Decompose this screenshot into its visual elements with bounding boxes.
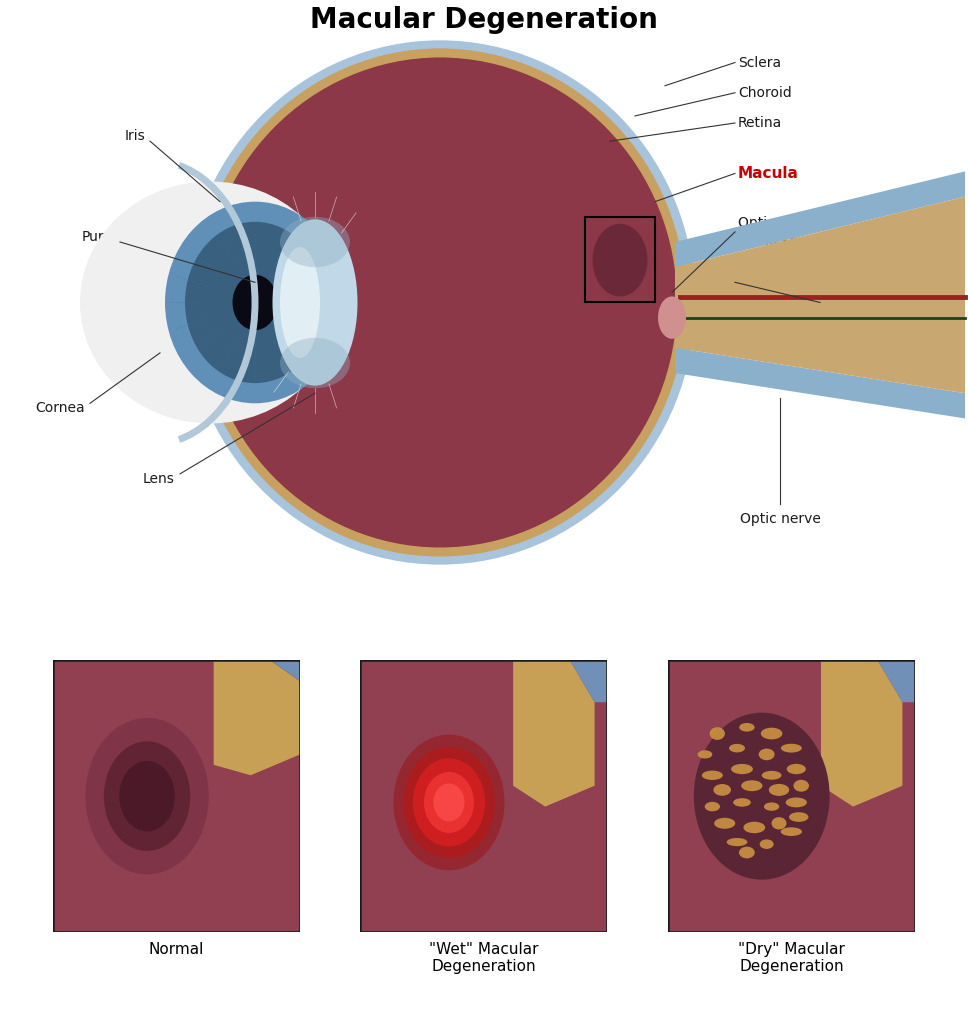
Text: Sclera: Sclera xyxy=(738,55,781,70)
Ellipse shape xyxy=(393,734,504,870)
Ellipse shape xyxy=(771,784,787,796)
Text: Normal: Normal xyxy=(149,942,204,957)
Ellipse shape xyxy=(280,217,350,267)
Ellipse shape xyxy=(434,783,465,821)
Ellipse shape xyxy=(764,802,779,811)
Text: Optic nerve: Optic nerve xyxy=(740,512,821,526)
Ellipse shape xyxy=(711,785,733,794)
Ellipse shape xyxy=(762,727,782,740)
Ellipse shape xyxy=(705,770,720,781)
Ellipse shape xyxy=(786,798,807,807)
Ellipse shape xyxy=(740,723,754,731)
Ellipse shape xyxy=(119,761,175,831)
Ellipse shape xyxy=(194,48,686,557)
Text: "Wet" Macular
Degeneration: "Wet" Macular Degeneration xyxy=(429,942,538,975)
Ellipse shape xyxy=(185,40,695,564)
Polygon shape xyxy=(821,660,902,807)
Ellipse shape xyxy=(745,781,759,791)
Ellipse shape xyxy=(203,57,677,548)
Ellipse shape xyxy=(762,770,781,780)
Ellipse shape xyxy=(104,741,191,851)
Ellipse shape xyxy=(592,224,648,296)
Polygon shape xyxy=(675,171,965,267)
Polygon shape xyxy=(675,197,965,393)
Ellipse shape xyxy=(729,742,745,754)
Text: Cornea: Cornea xyxy=(36,401,85,416)
Ellipse shape xyxy=(280,247,320,358)
Ellipse shape xyxy=(786,763,806,775)
Ellipse shape xyxy=(714,818,735,828)
Polygon shape xyxy=(513,660,594,807)
Text: Blood vessels: Blood vessels xyxy=(738,275,832,290)
Ellipse shape xyxy=(734,796,750,809)
Text: "Dry" Macular
Degeneration: "Dry" Macular Degeneration xyxy=(738,942,845,975)
Ellipse shape xyxy=(85,718,209,874)
Text: Macular Degeneration: Macular Degeneration xyxy=(310,6,658,34)
Ellipse shape xyxy=(697,751,712,759)
Ellipse shape xyxy=(790,781,812,791)
Polygon shape xyxy=(214,660,300,775)
Ellipse shape xyxy=(413,759,485,847)
Ellipse shape xyxy=(781,825,802,838)
Ellipse shape xyxy=(694,713,830,880)
Text: Macula: Macula xyxy=(738,166,799,181)
Ellipse shape xyxy=(728,836,746,848)
Ellipse shape xyxy=(273,219,357,386)
Text: Lens: Lens xyxy=(143,472,175,486)
Ellipse shape xyxy=(710,729,725,738)
Ellipse shape xyxy=(756,749,777,760)
Text: Pupil: Pupil xyxy=(81,230,115,244)
Ellipse shape xyxy=(769,818,790,828)
Polygon shape xyxy=(558,660,607,702)
Polygon shape xyxy=(865,660,915,702)
Ellipse shape xyxy=(232,274,278,330)
Ellipse shape xyxy=(424,772,474,833)
Ellipse shape xyxy=(757,839,776,850)
Ellipse shape xyxy=(704,801,720,812)
Ellipse shape xyxy=(165,202,345,403)
Ellipse shape xyxy=(280,338,350,388)
Ellipse shape xyxy=(185,222,325,383)
Bar xyxy=(585,217,655,302)
Ellipse shape xyxy=(784,743,799,753)
Polygon shape xyxy=(675,348,965,419)
Ellipse shape xyxy=(658,296,686,339)
Ellipse shape xyxy=(404,746,495,858)
Ellipse shape xyxy=(789,813,808,821)
Ellipse shape xyxy=(745,823,763,831)
Ellipse shape xyxy=(734,764,750,774)
Text: Choroid: Choroid xyxy=(738,86,792,99)
Text: Retina: Retina xyxy=(738,116,782,130)
Text: Iris: Iris xyxy=(124,129,145,143)
Ellipse shape xyxy=(80,181,340,424)
Polygon shape xyxy=(270,660,300,681)
Text: Optic disc
(blind spot): Optic disc (blind spot) xyxy=(738,216,818,248)
Ellipse shape xyxy=(738,848,757,857)
